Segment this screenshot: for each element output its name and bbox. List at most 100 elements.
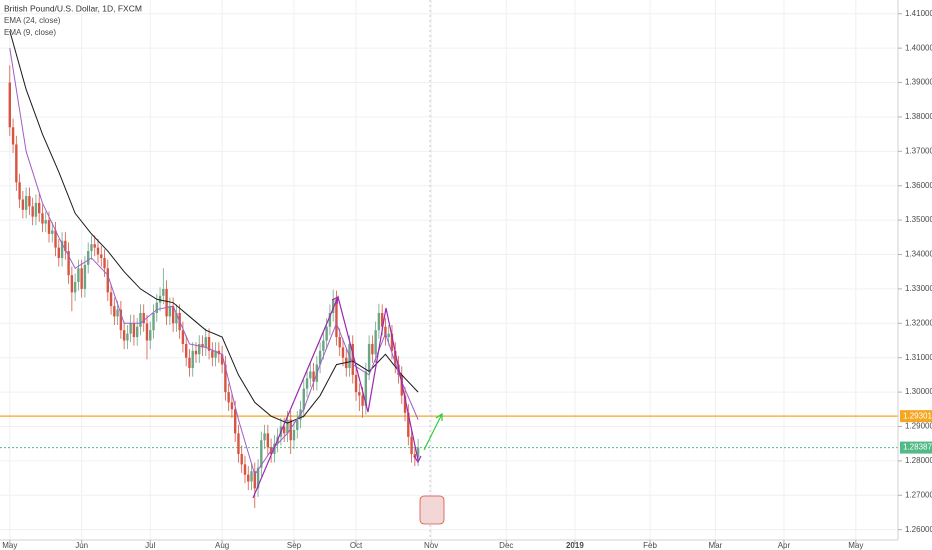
y-tick-label: 1.34000	[905, 250, 932, 259]
candle-body	[188, 357, 191, 369]
y-tick-label: 1.29000	[905, 422, 932, 431]
candle-body	[80, 268, 83, 289]
candle-body	[394, 350, 397, 365]
candle-body	[162, 288, 165, 296]
y-tick-label: 1.37000	[905, 146, 932, 155]
y-tick-label: 1.26000	[905, 525, 932, 534]
candle-body	[407, 412, 410, 437]
candle-body	[341, 347, 345, 358]
candle-body	[233, 409, 237, 434]
candle-body	[289, 419, 292, 441]
candle-body	[384, 326, 387, 338]
candle-body	[168, 306, 172, 317]
candle-body	[364, 371, 368, 406]
candle-body	[145, 323, 149, 341]
candle-body	[122, 330, 126, 341]
candle-body	[390, 333, 394, 351]
candle-body	[51, 230, 54, 234]
y-tick-label: 1.30000	[905, 387, 932, 396]
logo	[419, 495, 445, 525]
candle-body	[54, 230, 57, 248]
arrow-head	[413, 455, 422, 464]
chart-title: British Pound/U.S. Dollar, 1D, FXCM	[4, 3, 142, 13]
candle-body	[220, 354, 224, 365]
candle-body	[86, 251, 90, 265]
candle-body	[371, 343, 374, 355]
candle-body	[47, 220, 51, 234]
candle-body	[282, 426, 286, 434]
y-tick-label: 1.36000	[905, 181, 932, 190]
candle-body	[11, 127, 15, 145]
x-tick-label: Oct	[350, 541, 363, 550]
candle-body	[403, 395, 407, 413]
y-tick-label: 1.33000	[905, 284, 932, 293]
candle-body	[83, 264, 87, 289]
y-tick-label: 1.32000	[905, 318, 932, 327]
projection-arrow	[423, 413, 443, 451]
candle-body	[64, 240, 67, 252]
y-tick-label: 1.39000	[905, 78, 932, 87]
candle-body	[129, 323, 132, 334]
candle-body	[100, 254, 103, 258]
x-tick-label: 2019	[566, 541, 584, 550]
x-tick-label: Sep	[287, 541, 302, 550]
candle-body	[237, 433, 240, 455]
candle-body	[309, 371, 312, 379]
y-tick-label: 1.31000	[905, 353, 932, 362]
candle-body	[96, 247, 100, 255]
price-label: 1.28387	[903, 443, 932, 452]
x-tick-label: Feb	[643, 541, 657, 550]
legend-entry: EMA (24, close)	[4, 16, 61, 25]
candle-body	[135, 326, 139, 338]
candle-body	[184, 343, 188, 358]
candle-body	[263, 433, 266, 441]
candle-body	[318, 350, 322, 365]
drawings	[252, 295, 443, 499]
candle-body	[73, 282, 77, 293]
candle-body	[21, 199, 25, 210]
candle-body	[354, 374, 358, 393]
candle-body	[312, 371, 315, 382]
horizontal-lines	[0, 415, 898, 449]
candle-body	[116, 309, 119, 317]
candle-body	[152, 312, 155, 331]
candle-body	[302, 388, 305, 410]
legend-entry: EMA (9, close)	[4, 28, 56, 37]
y-tick-label: 1.38000	[905, 112, 932, 121]
candle-body	[142, 312, 145, 324]
candle-body	[351, 343, 354, 375]
candle-body	[165, 288, 168, 317]
candle-body	[387, 333, 390, 338]
candle-body	[410, 436, 413, 455]
candle-body	[240, 454, 243, 465]
candle-body	[41, 213, 44, 224]
candle-body	[158, 295, 162, 303]
candle-body	[328, 312, 332, 327]
candle-body	[331, 299, 335, 313]
y-tick-label: 1.27000	[905, 490, 932, 499]
candle-body	[416, 447, 420, 458]
indicator-line	[9, 48, 419, 476]
candle-body	[292, 429, 296, 441]
candle-body	[224, 364, 227, 393]
candle-body	[181, 330, 185, 344]
candle-body	[266, 433, 270, 448]
candle-body	[113, 306, 116, 317]
candle-body	[305, 378, 309, 389]
candle-body	[325, 326, 328, 341]
candle-body	[243, 464, 247, 475]
x-tick-label: Apr	[778, 541, 791, 550]
candle-body	[93, 244, 96, 248]
y-tick-label: 1.28000	[905, 456, 932, 465]
candle-body	[247, 474, 250, 482]
x-tick-label: Jul	[145, 541, 155, 550]
candle-body	[286, 419, 289, 434]
candle-body	[37, 202, 41, 214]
candle-body	[119, 309, 123, 331]
x-tick-label: Jun	[75, 541, 88, 550]
candle-body	[214, 350, 217, 358]
candle-body	[175, 312, 178, 324]
